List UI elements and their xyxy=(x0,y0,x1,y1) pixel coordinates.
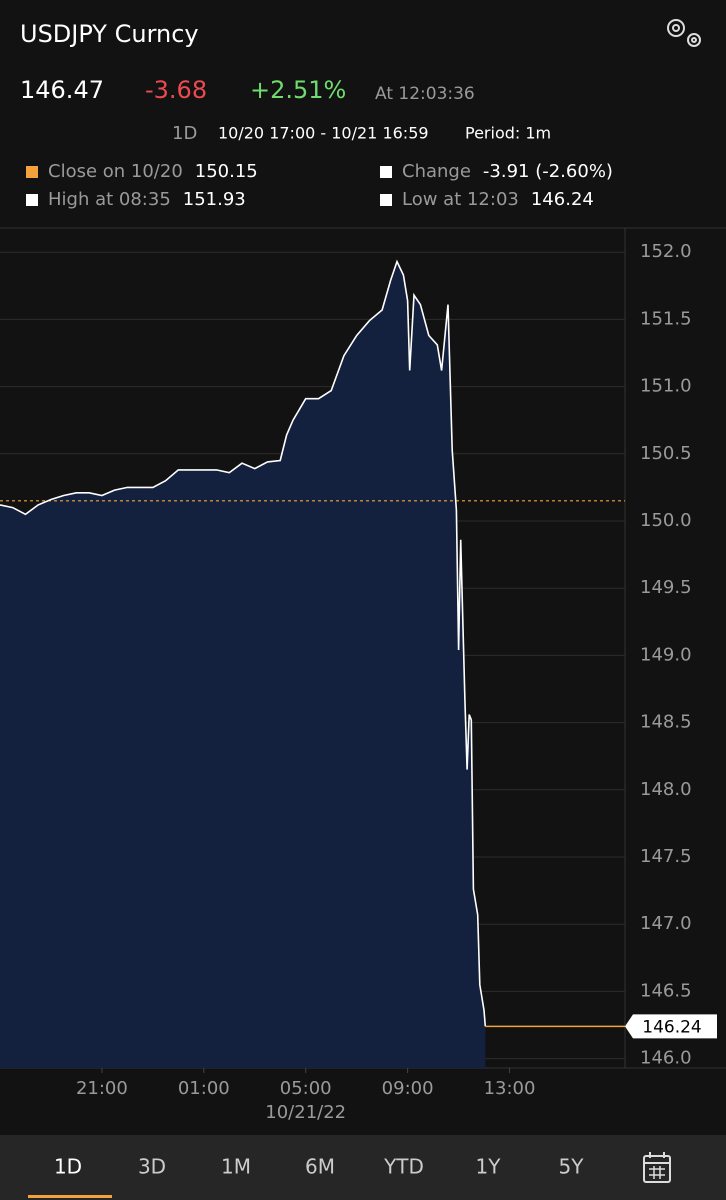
x-tick-label: 09:00 xyxy=(382,1078,434,1099)
change: -3.68 xyxy=(145,76,207,104)
y-tick-label: 149.5 xyxy=(640,577,692,598)
x-tick-label: 13:00 xyxy=(484,1078,536,1099)
tab[interactable]: 1M xyxy=(221,1155,251,1179)
stat-label: High at 08:35 xyxy=(48,189,171,210)
range: 10/20 17:00 - 10/21 16:59 xyxy=(218,124,429,143)
x-tick-label: 21:00 xyxy=(76,1078,128,1099)
price: 146.47 xyxy=(20,76,104,104)
range-tag: 1D xyxy=(172,123,197,144)
legend-swatch xyxy=(380,166,392,178)
y-tick-label: 148.0 xyxy=(640,779,692,800)
y-tick-label: 151.5 xyxy=(640,308,692,329)
calendar-icon[interactable] xyxy=(643,1152,671,1183)
y-tick-label: 146.5 xyxy=(640,980,692,1001)
legend-swatch xyxy=(380,194,392,206)
stat-label: Close on 10/20 xyxy=(48,161,183,182)
y-tick-label: 147.0 xyxy=(640,913,692,934)
y-tick-label: 152.0 xyxy=(640,241,692,262)
active-tab-underline xyxy=(28,1195,112,1198)
y-tick-label: 149.0 xyxy=(640,644,692,665)
tab[interactable]: 3D xyxy=(138,1155,166,1179)
stat-value: 146.24 xyxy=(531,189,594,210)
y-tick-label: 150.0 xyxy=(640,510,692,531)
price-line xyxy=(0,259,487,1027)
title: USDJPY Curncy xyxy=(20,20,199,48)
stat-label: Change xyxy=(402,161,471,182)
change-pct: +2.51% xyxy=(250,76,346,104)
stat-value: -3.91 (-2.60%) xyxy=(483,161,613,182)
x-tick-label: 05:00 xyxy=(280,1078,332,1099)
stat-value: 150.15 xyxy=(195,161,258,182)
legend-swatch xyxy=(26,194,38,206)
stat-value: 151.93 xyxy=(183,189,246,210)
legend-swatch xyxy=(26,166,38,178)
y-tick-label: 151.0 xyxy=(640,376,692,397)
tab[interactable]: YTD xyxy=(383,1155,424,1179)
tab[interactable]: 1Y xyxy=(476,1155,502,1179)
y-tick-label: 147.5 xyxy=(640,846,692,867)
y-tick-label: 150.5 xyxy=(640,443,692,464)
last-label-box xyxy=(625,1014,717,1039)
last-label: 146.24 xyxy=(642,1017,701,1037)
x-tick-label: 01:00 xyxy=(178,1078,230,1099)
area xyxy=(0,261,486,1069)
period: Period: 1m xyxy=(465,124,551,143)
y-tick-label: 146.0 xyxy=(640,1048,692,1069)
settings-icon[interactable] xyxy=(667,19,701,47)
tab[interactable]: 6M xyxy=(305,1155,335,1179)
stat-label: Low at 12:03 xyxy=(402,189,519,210)
tab[interactable]: 5Y xyxy=(559,1155,585,1179)
y-tick-label: 148.5 xyxy=(640,712,692,733)
time: At 12:03:36 xyxy=(375,84,475,104)
tab[interactable]: 1D xyxy=(54,1155,82,1179)
tab-bar xyxy=(0,1135,726,1200)
x-sublabel: 10/21/22 xyxy=(265,1102,346,1123)
